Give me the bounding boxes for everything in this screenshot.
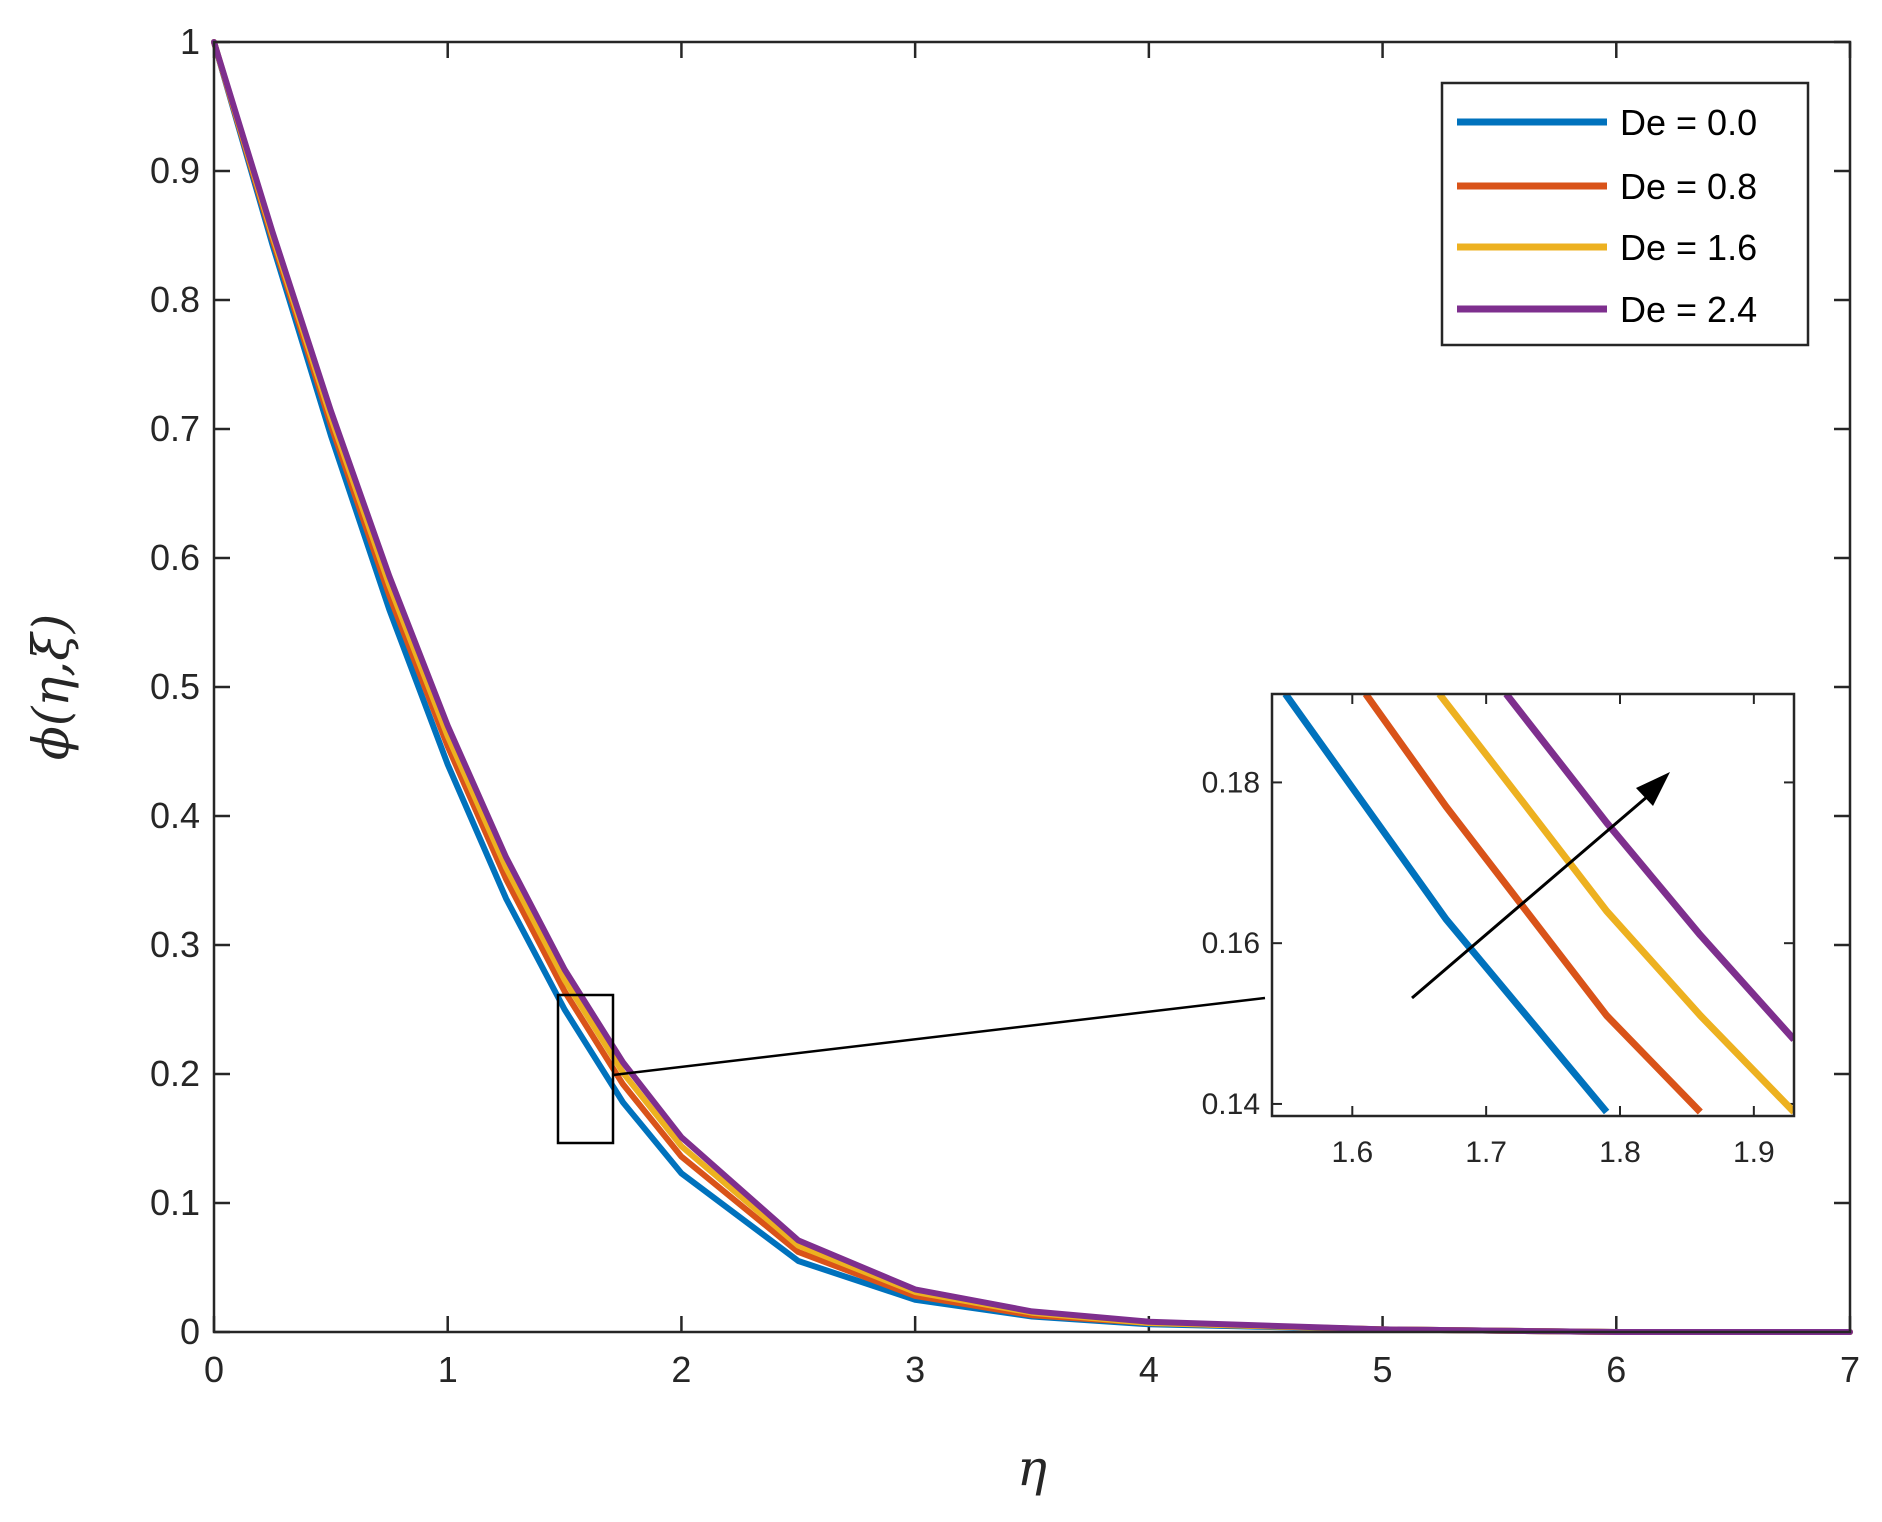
zoom-box xyxy=(556,993,615,1145)
inset-axes-frame xyxy=(1270,692,1796,1118)
x-tick-label: 2 xyxy=(671,1349,691,1390)
x-tick-label: 1 xyxy=(438,1349,458,1390)
legend-label-de-1-6: De = 1.6 xyxy=(1620,227,1757,268)
inset-x-tick-label: 1.6 xyxy=(1331,1136,1373,1169)
inset-x-tick-label: 1.8 xyxy=(1599,1136,1641,1169)
x-tick-label: 5 xyxy=(1373,1349,1393,1390)
legend-box xyxy=(1440,81,1810,347)
inset-y-tick-labels: 0.14 0.16 0.18 xyxy=(1202,766,1260,1121)
zoom-indicator xyxy=(556,993,1266,1145)
inset-x-tick-labels: 1.6 1.7 1.8 1.9 xyxy=(1331,1136,1774,1169)
increasing-de-arrow xyxy=(1411,772,1670,1000)
y-tick-label: 0.4 xyxy=(150,795,200,836)
x-tick-label: 3 xyxy=(905,1349,925,1390)
x-tick-label: 0 xyxy=(204,1349,224,1390)
y-tick-label: 0.3 xyxy=(150,924,200,965)
y-tick-label: 0 xyxy=(180,1311,200,1352)
y-tick-label: 0.8 xyxy=(150,279,200,320)
inset-series-line-de-2-4 xyxy=(1503,694,1794,1042)
y-tick-label: 0.7 xyxy=(150,408,200,449)
series-line-de-2-4 xyxy=(211,39,1853,1335)
inset-series-lines xyxy=(1282,694,1794,1115)
x-axis-label: η xyxy=(1017,1439,1047,1497)
main-x-tick-labels: 0 1 2 3 4 5 6 7 xyxy=(204,1349,1860,1390)
legend-label-de-0-0: De = 0.0 xyxy=(1620,102,1757,143)
inset-plot-area xyxy=(1272,694,1794,1116)
zoom-connector-line xyxy=(612,996,1266,1077)
inset-y-tick-label: 0.16 xyxy=(1202,927,1260,960)
inset-series-line-de-1-6 xyxy=(1436,694,1794,1115)
inset-x-tick-label: 1.7 xyxy=(1465,1136,1507,1169)
inset-y-tick-label: 0.18 xyxy=(1202,766,1260,799)
legend: De = 0.0 De = 0.8 De = 1.6 De = 2.4 xyxy=(1440,81,1810,347)
y-tick-label: 0.1 xyxy=(150,1182,200,1223)
inset-series-line-de-0-0 xyxy=(1282,694,1610,1115)
x-tick-label: 6 xyxy=(1606,1349,1626,1390)
legend-label-de-2-4: De = 2.4 xyxy=(1620,289,1757,330)
y-tick-label: 0.5 xyxy=(150,666,200,707)
main-axes-frame xyxy=(212,40,1852,1334)
x-tick-label: 4 xyxy=(1139,1349,1159,1390)
y-tick-label: 1 xyxy=(180,21,200,62)
main-series-lines xyxy=(211,39,1853,1335)
y-tick-label: 0.9 xyxy=(150,150,200,191)
y-tick-label: 0.6 xyxy=(150,537,200,578)
y-axis-label: ϕ(η,ξ) xyxy=(22,614,80,760)
y-tick-label: 0.2 xyxy=(150,1053,200,1094)
x-tick-label: 7 xyxy=(1840,1349,1860,1390)
inset-y-tick-label: 0.14 xyxy=(1202,1088,1260,1121)
inset-axes: 1.6 1.7 1.8 1.9 0.14 0.16 0.18 xyxy=(1202,692,1796,1169)
main-y-tick-labels: 0 0.1 0.2 0.3 0.4 0.5 0.6 0.7 0.8 0.9 1 xyxy=(150,21,200,1352)
legend-label-de-0-8: De = 0.8 xyxy=(1620,166,1757,207)
inset-series-line-de-0-8 xyxy=(1362,694,1703,1115)
inset-x-tick-label: 1.9 xyxy=(1733,1136,1775,1169)
arrow-head xyxy=(1636,772,1670,806)
arrow-shaft xyxy=(1411,794,1649,1000)
